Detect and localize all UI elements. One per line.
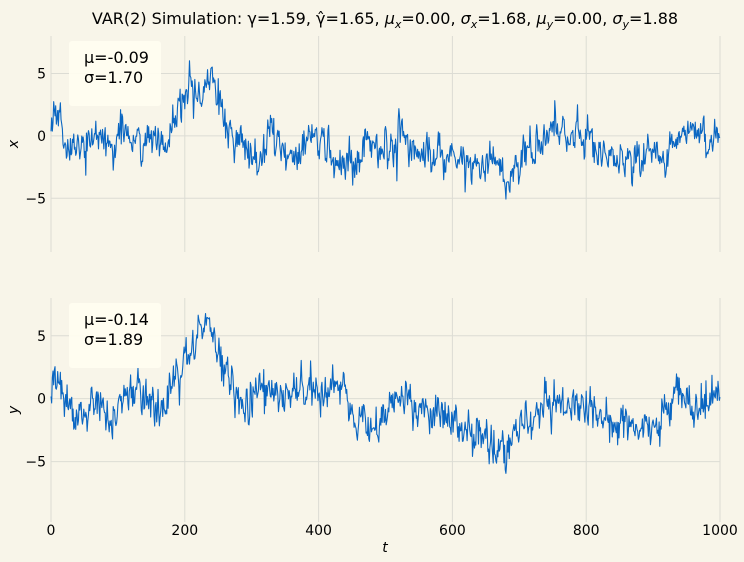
y-tick-label: 0 <box>37 129 46 145</box>
stats-box <box>69 41 161 106</box>
panel-y: 5 0 −5 y μ=-0.14σ=1.89 <box>6 298 721 522</box>
title-sigma-y-sym: σ <box>612 9 623 28</box>
x-tick-label: 200 <box>171 523 198 539</box>
x-tick-label: 800 <box>573 523 600 539</box>
title-mu-y-val: =0.00 <box>553 9 602 28</box>
title-mu-y-sym: μ <box>535 9 546 28</box>
title-mu-x-sym: μ <box>384 9 395 28</box>
y-tick-label: −5 <box>25 455 46 471</box>
title-sigma-y-sub: y <box>622 18 630 31</box>
x-tick-label: 400 <box>305 523 332 539</box>
title-prefix: VAR(2) Simulation: γ=1.59, <box>92 9 316 28</box>
title-gamma-hat: γ̂=1.65 <box>316 9 375 28</box>
chart-title: VAR(2) Simulation: γ=1.59, γ̂=1.65, μx=0… <box>92 9 678 31</box>
title-sigma-y-val: =1.88 <box>629 9 678 28</box>
y-axis-label: y <box>6 405 22 415</box>
title-sigma-x-sym: σ <box>461 9 472 28</box>
series-line <box>50 60 721 200</box>
stats-mean: μ=-0.09 <box>84 48 149 67</box>
x-tick-label: 0 <box>47 523 56 539</box>
title-sigma-x-sub: x <box>470 18 478 31</box>
title-mu-x-val: =0.00 <box>401 9 450 28</box>
x-tick-label: 600 <box>439 523 466 539</box>
panel-x: 5 0 −5 x μ=-0.09σ=1.70 <box>6 36 721 252</box>
x-tick-label: 1000 <box>702 523 738 539</box>
x-axis-label: t <box>382 540 388 556</box>
y-tick-label: 0 <box>37 392 46 408</box>
y-tick-label: 5 <box>37 329 46 345</box>
x-axis: 0 200 400 600 800 1000 <box>47 523 738 539</box>
stats-box <box>69 303 161 368</box>
series-line <box>50 312 721 474</box>
y-tick-label: −5 <box>25 191 46 207</box>
stats-std: σ=1.70 <box>84 68 143 87</box>
title-mu-y-sub: y <box>546 18 554 31</box>
y-axis-label: x <box>6 139 22 149</box>
y-tick-label: 5 <box>37 66 46 82</box>
stats-mean: μ=-0.14 <box>84 310 149 329</box>
stats-std: σ=1.89 <box>84 330 143 349</box>
title-sigma-x-val: =1.68 <box>477 9 526 28</box>
title-mu-x-sub: x <box>394 18 402 31</box>
